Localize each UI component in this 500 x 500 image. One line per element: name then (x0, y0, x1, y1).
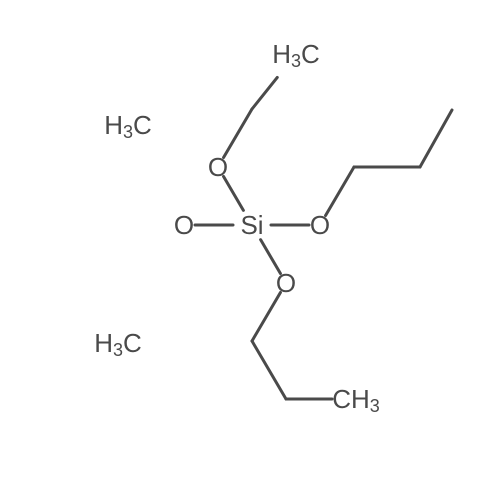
bond (224, 109, 252, 158)
bond (420, 110, 452, 167)
atom-label: CH3 (332, 384, 380, 416)
bond (252, 341, 286, 399)
atom-label: H3C (272, 39, 320, 71)
bond (252, 77, 277, 109)
atom-label: O (174, 210, 194, 240)
atom-label: H3C (94, 328, 142, 360)
atom-label: O (208, 152, 228, 182)
atom-label: Si (240, 210, 263, 240)
bond (252, 292, 280, 341)
bond (326, 167, 354, 216)
atom-label: O (276, 268, 296, 298)
atom-label: H3C (104, 110, 152, 142)
molecule-diagram: SiOOOOH3CCH3H3CH3C (0, 0, 500, 500)
